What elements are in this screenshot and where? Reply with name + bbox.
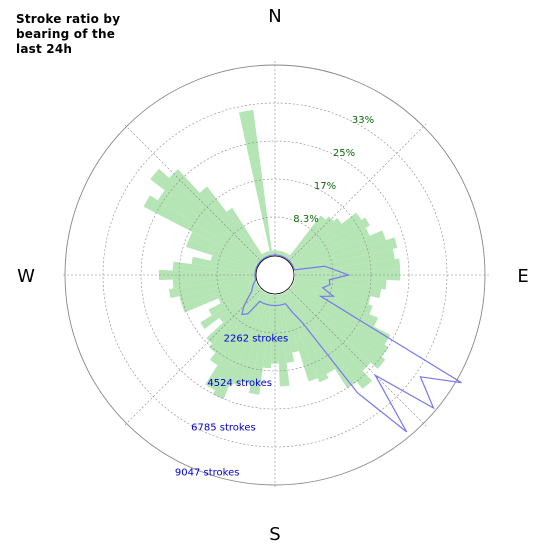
ratio-bar-245: [218, 282, 258, 304]
ratio-bar-120: [291, 284, 391, 345]
ratio-bar-40: [287, 215, 326, 261]
ratio-ring-label: 25%: [333, 148, 355, 159]
ratio-bar-185: [262, 294, 275, 369]
ratio-bar-305: [157, 190, 260, 265]
ratio-bar-5: [275, 250, 279, 256]
ratio-bar-230: [219, 287, 261, 323]
ratio-bar-10: [277, 250, 281, 256]
ratio-bar-345: [267, 251, 271, 256]
center-hub: [255, 255, 295, 295]
ratio-bar-195: [241, 294, 271, 384]
stroke-ring-label: 6785 strokes: [191, 423, 256, 434]
ratio-bar-170: [277, 294, 295, 363]
ratio-bar-175: [275, 294, 290, 387]
compass-labels: N E S W: [17, 6, 529, 545]
ratio-bar-35: [285, 254, 290, 260]
ratio-bar-105: [294, 279, 371, 305]
ratio-bar-95: [294, 275, 387, 290]
ratio-bar-205: [212, 292, 268, 400]
ratio-ring-label: 8.3%: [293, 214, 318, 225]
compass-label-w: W: [17, 266, 35, 287]
stroke-ring-label: 2262 strokes: [224, 333, 289, 344]
ratio-bar-355: [271, 250, 275, 256]
ratio-bar-110: [293, 281, 373, 315]
ratio-bar-235: [200, 285, 260, 329]
ratio-bar-55: [290, 212, 362, 265]
stroke-ring-label: 9047 strokes: [175, 467, 240, 478]
ratio-bar-275: [172, 261, 256, 275]
ratio-bar-215: [209, 290, 265, 366]
ratio-bar-30: [284, 253, 289, 259]
ratio-bar-155: [282, 292, 329, 383]
ratio-bar-260: [168, 277, 256, 299]
ratio-bar-290: [186, 239, 257, 269]
ratio-bar-20: [281, 251, 285, 257]
compass-label-n: N: [268, 6, 281, 27]
stroke-count-line: [241, 254, 462, 433]
ratio-bar-85: [294, 258, 401, 275]
compass-label-e: E: [517, 266, 528, 287]
ratio-bar-330: [261, 253, 266, 259]
stroke-ring-label: 4524 strokes: [207, 378, 272, 389]
ratio-bar-75: [294, 237, 398, 271]
ratio-bar-350: [238, 109, 273, 256]
ring-labels: 8.3% 17% 25% 33% 2262 strokes 4524 strokes 678…: [175, 115, 374, 478]
ratio-bar-45: [288, 216, 334, 262]
ratio-bar-60: [291, 217, 370, 266]
ratio-bar-65: [292, 227, 370, 268]
ratio-bar-160: [281, 293, 318, 382]
ratio-bar-310: [150, 168, 261, 263]
ratio-bar-340: [265, 251, 269, 257]
ratio-bar-125: [290, 285, 389, 357]
compass-label-s: S: [269, 524, 280, 545]
ratio-bar-190: [248, 294, 273, 395]
ratio-bars: [143, 109, 401, 400]
ratio-bar-220: [208, 289, 263, 353]
ratio-ring-label: 17%: [314, 181, 336, 192]
ratio-bar-25: [282, 252, 287, 258]
ratio-bar-100: [294, 277, 382, 299]
ratio-bar-325: [226, 207, 265, 260]
ratio-bar-210: [205, 291, 266, 391]
ratio-bar-265: [172, 275, 256, 289]
ratio-bar-320: [199, 186, 263, 261]
ratio-bar-165: [279, 294, 299, 353]
chart-title: Stroke ratio by bearing of the last 24h: [16, 12, 121, 56]
ratio-bar-0: [273, 250, 277, 256]
ratio-bar-200: [230, 293, 269, 386]
ratio-bar-50: [289, 218, 342, 263]
stroke-count-series: [241, 254, 462, 433]
ratio-bar-270: [158, 269, 256, 281]
ratio-bar-300: [143, 195, 259, 266]
ratio-bar-115: [292, 282, 379, 327]
ratio-bar-335: [263, 252, 268, 258]
ratio-bar-150: [284, 291, 335, 374]
ratio-bar-255: [179, 279, 256, 305]
ratio-bar-285: [210, 255, 256, 271]
ratio-ring-label: 33%: [352, 115, 374, 126]
ratio-bar-130: [289, 287, 386, 369]
ratio-bar-240: [208, 284, 259, 316]
ratio-bar-145: [285, 290, 357, 389]
ratio-bar-70: [293, 230, 386, 269]
ratio-bar-140: [287, 289, 373, 389]
ratio-bar-250: [181, 281, 257, 313]
ratio-bar-280: [191, 256, 256, 273]
ratio-bar-15: [279, 251, 283, 256]
center-circle: [255, 255, 295, 295]
